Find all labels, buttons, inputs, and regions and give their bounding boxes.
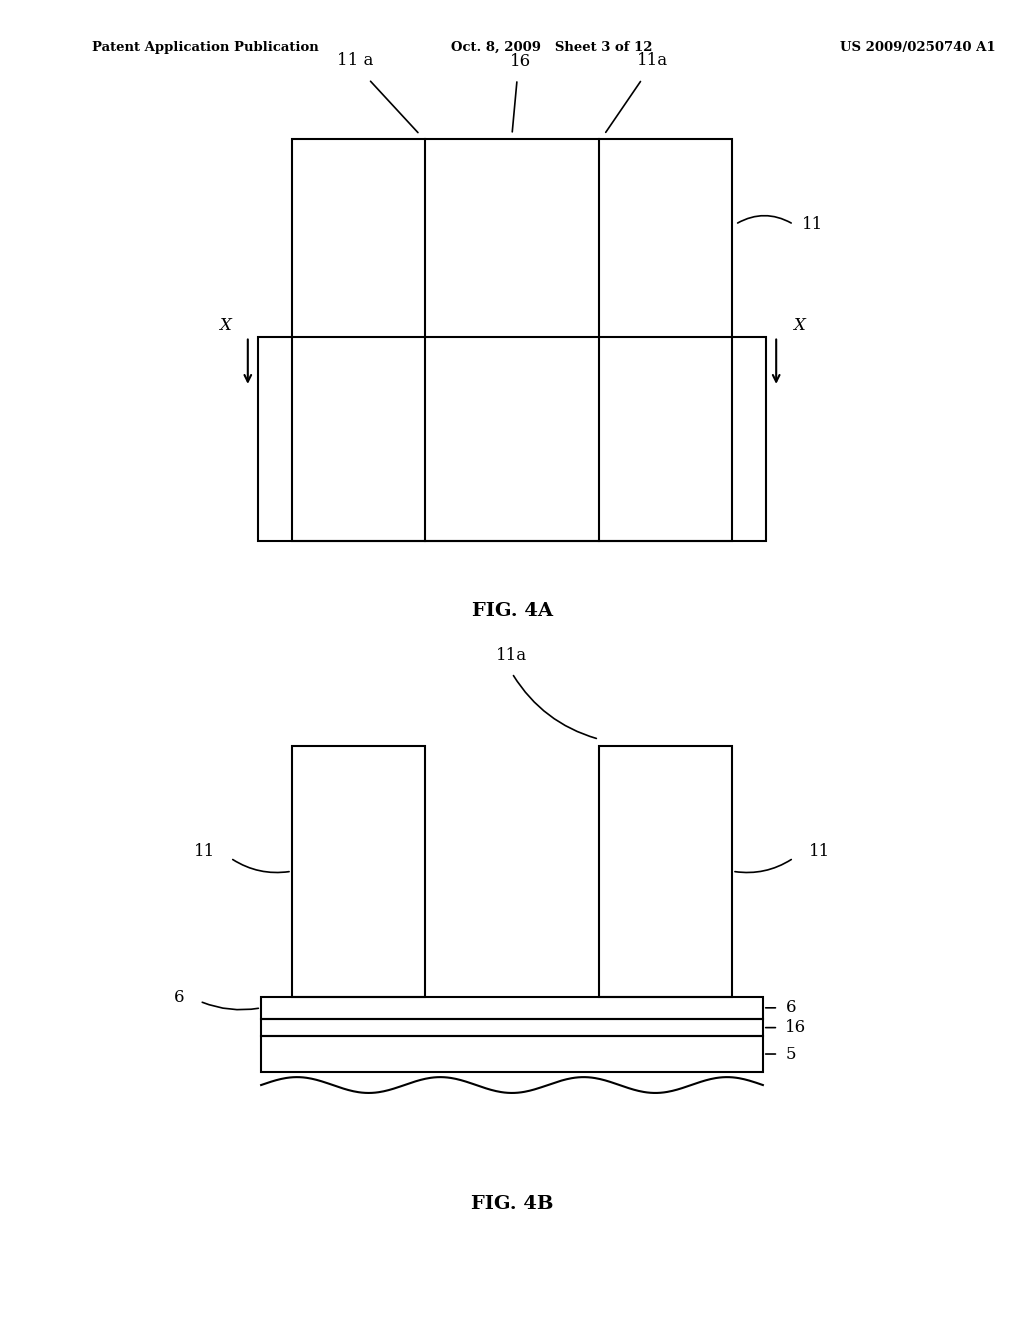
Bar (261, 1036, 763, 1072)
Text: FIG. 4B: FIG. 4B (471, 1195, 553, 1213)
Text: 5: 5 (785, 1045, 796, 1063)
Text: 11 a: 11 a (337, 51, 374, 69)
Text: US 2009/0250740 A1: US 2009/0250740 A1 (840, 41, 995, 54)
Text: X: X (219, 317, 231, 334)
Bar (599, 746, 732, 997)
Text: Oct. 8, 2009   Sheet 3 of 12: Oct. 8, 2009 Sheet 3 of 12 (451, 41, 652, 54)
Text: Patent Application Publication: Patent Application Publication (92, 41, 318, 54)
Text: 11a: 11a (637, 51, 668, 69)
Text: 11: 11 (809, 843, 830, 859)
Text: FIG. 4A: FIG. 4A (471, 602, 553, 620)
Bar (292, 139, 732, 541)
Text: 11a: 11a (497, 647, 527, 664)
Text: 11: 11 (194, 843, 215, 859)
Text: X: X (793, 317, 805, 334)
Bar (261, 1019, 763, 1036)
Text: 11: 11 (802, 216, 823, 232)
Text: 6: 6 (785, 999, 796, 1016)
Text: 16: 16 (510, 53, 530, 70)
Bar (261, 997, 763, 1019)
Bar (292, 746, 425, 997)
Bar (258, 337, 766, 541)
Text: 16: 16 (785, 1019, 807, 1036)
Text: 6: 6 (174, 989, 184, 1006)
